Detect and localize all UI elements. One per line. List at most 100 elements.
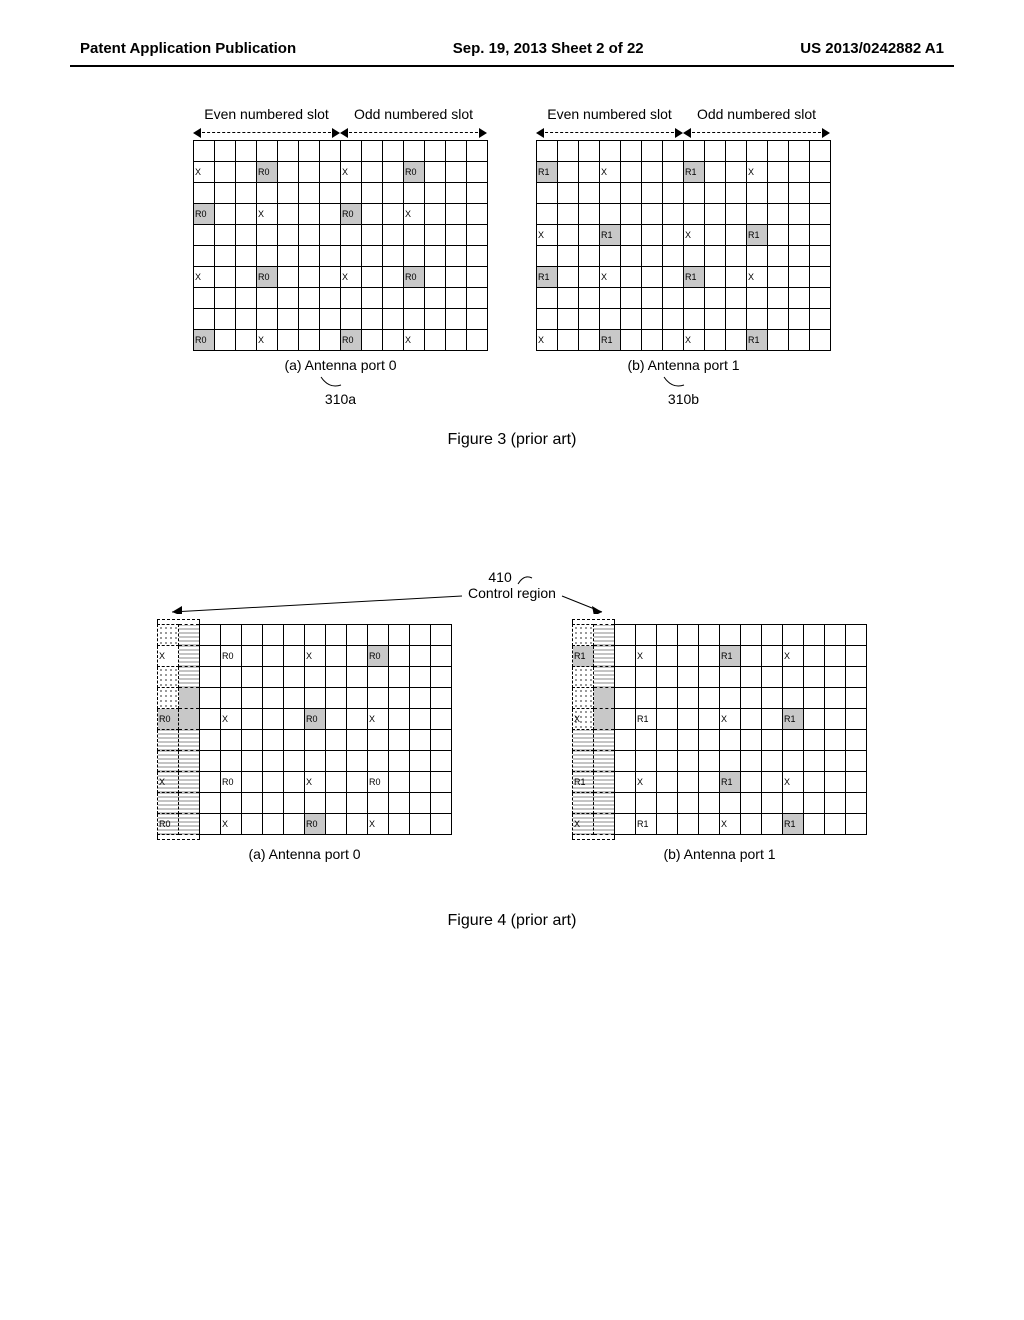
grid-cell — [257, 288, 278, 309]
grid-cell — [257, 183, 278, 204]
figure-3-caption: Figure 3 (prior art) — [70, 431, 954, 449]
grid-cell — [242, 688, 263, 709]
grid-cell — [663, 183, 684, 204]
muted-cell: X — [684, 330, 705, 351]
grid-cell — [657, 688, 678, 709]
grid-cell — [810, 183, 831, 204]
grid-cell — [284, 709, 305, 730]
grid-cell — [221, 793, 242, 814]
grid-cell — [389, 814, 410, 835]
grid-cell — [425, 267, 446, 288]
grid-cell — [726, 330, 747, 351]
grid-cell — [410, 751, 431, 772]
grid-cell — [537, 204, 558, 225]
grid-cell — [642, 267, 663, 288]
grid-cell — [726, 246, 747, 267]
grid-cell — [446, 288, 467, 309]
grid-cell — [305, 688, 326, 709]
grid-cell — [467, 267, 488, 288]
grid-cell — [804, 772, 825, 793]
grid-cell — [579, 267, 600, 288]
grid-cell — [299, 225, 320, 246]
muted-cell: X — [305, 772, 326, 793]
grid-cell — [320, 288, 341, 309]
grid-cell — [410, 814, 431, 835]
grid-cell — [684, 288, 705, 309]
grid-cell — [389, 793, 410, 814]
grid-cell — [278, 183, 299, 204]
grid-cell — [383, 141, 404, 162]
grid-cell — [326, 751, 347, 772]
grid-cell — [263, 688, 284, 709]
grid-cell — [804, 625, 825, 646]
grid-cell — [431, 688, 452, 709]
grid-cell — [768, 183, 789, 204]
grid-cell — [368, 688, 389, 709]
grid-cell — [410, 625, 431, 646]
grid-cell — [558, 330, 579, 351]
muted-cell: X — [573, 709, 594, 730]
grid-cell — [621, 141, 642, 162]
grid-cell — [678, 667, 699, 688]
grid-cell — [579, 330, 600, 351]
grid-cell — [678, 772, 699, 793]
grid-cell — [663, 267, 684, 288]
grid-cell — [615, 646, 636, 667]
grid-cell — [705, 267, 726, 288]
grid-cell — [678, 625, 699, 646]
grid-cell — [600, 204, 621, 225]
grid-cell — [726, 162, 747, 183]
grid-cell — [347, 709, 368, 730]
muted-cell: X — [600, 267, 621, 288]
grid-cell — [615, 814, 636, 835]
grid-cell — [657, 814, 678, 835]
grid-cell — [467, 162, 488, 183]
grid-cell — [362, 183, 383, 204]
grid-cell — [284, 688, 305, 709]
grid-cell — [446, 330, 467, 351]
grid-cell — [242, 772, 263, 793]
grid-cell — [215, 309, 236, 330]
grid-cell — [720, 667, 741, 688]
grid-cell — [200, 646, 221, 667]
grid-cell — [636, 625, 657, 646]
grid-cell — [720, 751, 741, 772]
grid-cell — [347, 751, 368, 772]
grid-cell — [621, 246, 642, 267]
grid-cell — [341, 288, 362, 309]
grid-cell — [579, 288, 600, 309]
grid-cell — [347, 688, 368, 709]
grid-cell — [789, 183, 810, 204]
reference-signal-cell: R1 — [783, 709, 804, 730]
grid-cell — [741, 814, 762, 835]
grid-cell — [825, 667, 846, 688]
grid-cell — [684, 309, 705, 330]
grid-cell — [663, 204, 684, 225]
grid-cell — [768, 288, 789, 309]
grid-cell: R1 — [573, 772, 594, 793]
grid-cell — [663, 246, 684, 267]
grid-cell — [768, 246, 789, 267]
grid-cell — [236, 288, 257, 309]
reference-signal-cell: R1 — [537, 267, 558, 288]
grid-cell — [762, 730, 783, 751]
grid-cell — [347, 667, 368, 688]
grid-cell — [684, 183, 705, 204]
grid-cell — [594, 751, 615, 772]
grid-cell — [846, 688, 867, 709]
grid-cell — [642, 246, 663, 267]
grid-cell — [621, 162, 642, 183]
grid-cell — [663, 309, 684, 330]
grid-cell — [600, 183, 621, 204]
grid-cell — [425, 330, 446, 351]
reference-signal-cell: R0 — [404, 267, 425, 288]
grid-cell — [404, 141, 425, 162]
grid-cell — [263, 646, 284, 667]
grid-cell — [362, 309, 383, 330]
grid-cell — [705, 225, 726, 246]
grid-cell — [425, 309, 446, 330]
grid-cell — [720, 688, 741, 709]
grid-cell — [762, 625, 783, 646]
grid-cell — [657, 709, 678, 730]
grid-cell — [200, 667, 221, 688]
